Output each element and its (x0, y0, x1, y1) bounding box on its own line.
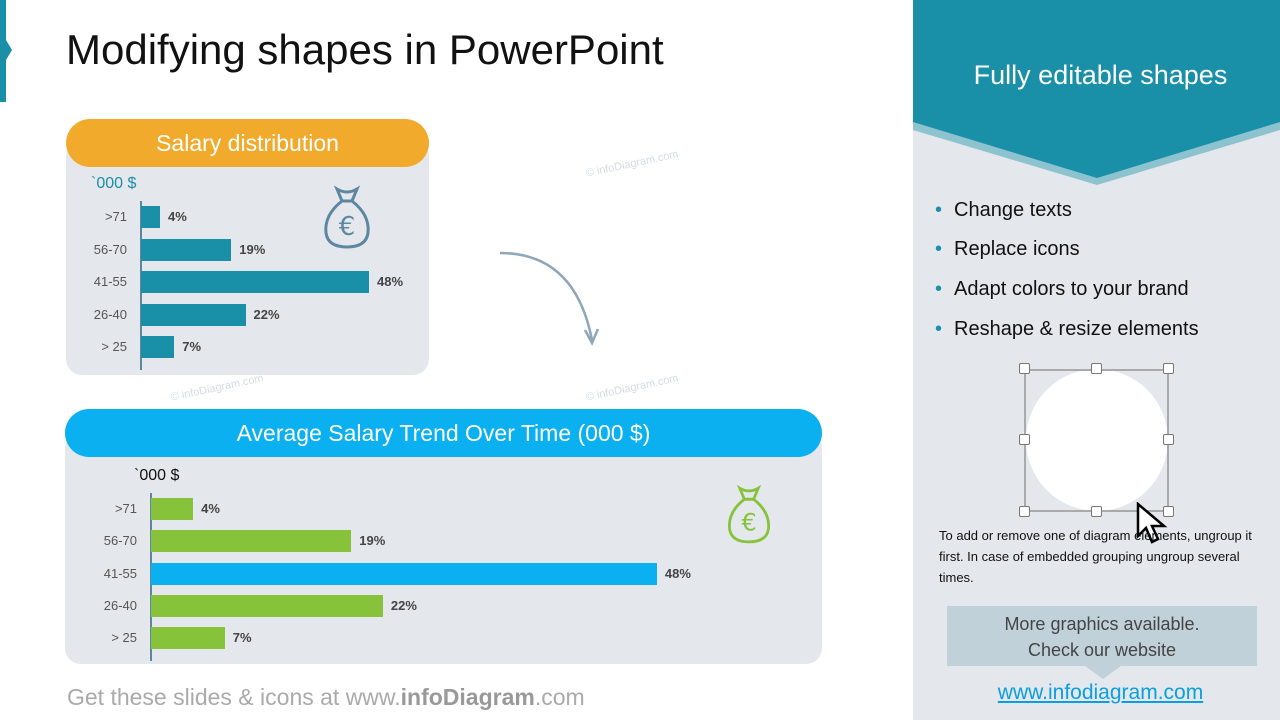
value-label: 48% (664, 565, 691, 581)
ungroup-note: To add or remove one of diagram elements… (939, 528, 1252, 585)
resize-handle[interactable] (1163, 434, 1174, 445)
footer-brand: infoDiagram (400, 684, 535, 710)
mouse-cursor-icon (1136, 502, 1168, 544)
footer-suffix: .com (534, 684, 585, 710)
chart1-header: Salary distribution (66, 119, 429, 167)
svg-text:€: € (339, 212, 356, 242)
resize-handle[interactable] (1019, 363, 1030, 374)
bar (151, 498, 194, 520)
salary-distribution-panel (66, 140, 429, 375)
value-label: 22% (253, 306, 280, 322)
value-label: 4% (168, 209, 187, 224)
value-label: 7% (232, 630, 252, 646)
category-label: > 25 (111, 630, 137, 646)
category-label: 56-70 (103, 533, 137, 549)
curved-arrow-icon (499, 251, 600, 346)
bar (141, 206, 160, 228)
bar (141, 271, 369, 293)
category-label: 41-55 (93, 274, 127, 289)
bar (141, 336, 175, 358)
bar (151, 594, 383, 617)
chart2-header: Average Salary Trend Over Time (000 $) (65, 409, 822, 457)
bullet-item: Reshape & resize elements (935, 318, 1199, 341)
resize-handle[interactable] (1091, 506, 1102, 517)
bar (151, 530, 352, 553)
resize-handle[interactable] (1091, 363, 1102, 374)
resize-handle[interactable] (1019, 506, 1030, 517)
bar (141, 303, 246, 326)
bullet-item: Adapt colors to your brand (935, 278, 1189, 301)
watermark: © infoDiagram.com (584, 148, 680, 180)
footer-prefix: Get these slides & icons at www. (67, 684, 401, 710)
footer-text: Get these slides & icons at www.infoDiag… (67, 684, 585, 711)
resize-handle[interactable] (1163, 506, 1174, 517)
resize-handle[interactable] (1163, 363, 1174, 374)
chart1-unit-label: `000 $ (91, 175, 137, 192)
category-label: >71 (114, 501, 137, 516)
more-graphics-box: More graphics available. Check our websi… (947, 606, 1257, 666)
bar (151, 562, 657, 585)
value-label: 19% (239, 241, 266, 257)
category-label: 26-40 (103, 597, 137, 613)
watermark: © infoDiagram.com (169, 372, 265, 404)
bullet-item: Replace icons (935, 238, 1080, 261)
value-label: 19% (359, 533, 386, 549)
website-link[interactable]: www.infodiagram.com (997, 681, 1204, 704)
editable-circle-shape[interactable] (1026, 369, 1168, 511)
watermark: © infoDiagram.com (584, 372, 680, 404)
page-title: Modifying shapes in PowerPoint (66, 26, 664, 73)
side-banner (913, 0, 1280, 185)
category-label: 41-55 (103, 565, 137, 581)
selection-box (1024, 369, 1169, 512)
banner-title: Fully editable shapes (973, 60, 1228, 90)
svg-text:€: € (741, 509, 756, 537)
bullet-item: Change texts (935, 199, 1072, 222)
bar (141, 238, 232, 261)
category-label: > 25 (101, 339, 127, 354)
category-label: >71 (104, 209, 127, 224)
value-label: 22% (390, 597, 417, 613)
resize-handle[interactable] (1019, 434, 1030, 445)
bar (151, 627, 225, 650)
title-accent (0, 0, 12, 102)
value-label: 48% (377, 274, 404, 289)
callout-pointer (1085, 666, 1121, 679)
value-label: 4% (201, 501, 220, 516)
value-label: 7% (182, 339, 202, 354)
category-label: 56-70 (93, 241, 127, 257)
category-label: 26-40 (93, 306, 127, 322)
money-bag-euro-icon: € (324, 185, 370, 249)
money-bag-euro-icon: € (727, 484, 771, 544)
chart2-unit-label: `000 $ (134, 467, 180, 484)
